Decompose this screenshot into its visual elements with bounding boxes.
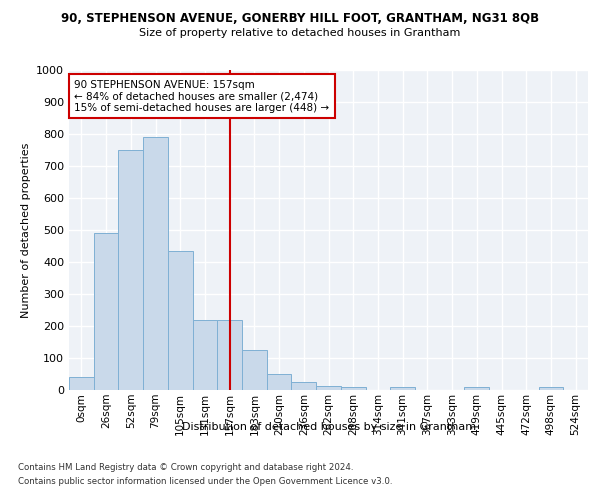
Bar: [242, 350, 267, 390]
Bar: [69, 377, 94, 390]
Bar: [292, 382, 316, 390]
Bar: [217, 320, 242, 390]
Bar: [390, 388, 415, 390]
Bar: [539, 388, 563, 390]
Bar: [316, 386, 341, 390]
Text: Size of property relative to detached houses in Grantham: Size of property relative to detached ho…: [139, 28, 461, 38]
Text: Contains HM Land Registry data © Crown copyright and database right 2024.: Contains HM Land Registry data © Crown c…: [18, 464, 353, 472]
Bar: [94, 233, 118, 390]
Bar: [193, 320, 217, 390]
Y-axis label: Number of detached properties: Number of detached properties: [20, 142, 31, 318]
Bar: [168, 251, 193, 390]
Text: 90 STEPHENSON AVENUE: 157sqm
← 84% of detached houses are smaller (2,474)
15% of: 90 STEPHENSON AVENUE: 157sqm ← 84% of de…: [74, 80, 329, 113]
Bar: [464, 388, 489, 390]
Text: Contains public sector information licensed under the Open Government Licence v3: Contains public sector information licen…: [18, 477, 392, 486]
Bar: [118, 150, 143, 390]
Text: 90, STEPHENSON AVENUE, GONERBY HILL FOOT, GRANTHAM, NG31 8QB: 90, STEPHENSON AVENUE, GONERBY HILL FOOT…: [61, 12, 539, 26]
Text: Distribution of detached houses by size in Grantham: Distribution of detached houses by size …: [182, 422, 476, 432]
Bar: [267, 374, 292, 390]
Bar: [143, 137, 168, 390]
Bar: [341, 388, 365, 390]
